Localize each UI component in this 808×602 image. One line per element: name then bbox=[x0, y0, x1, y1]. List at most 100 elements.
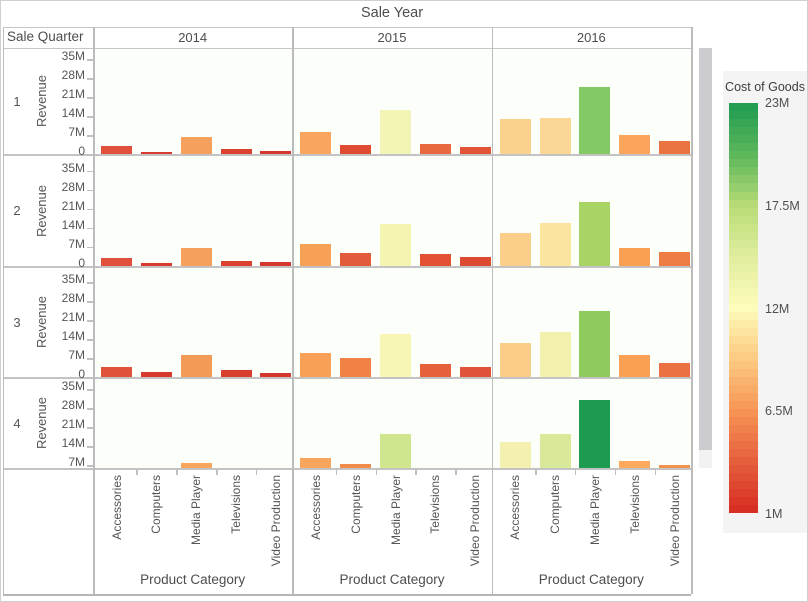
bar-media-player[interactable] bbox=[579, 400, 611, 468]
quarter-label-2: 2 bbox=[5, 155, 29, 267]
facet-pane-q1-2015 bbox=[292, 48, 492, 155]
x-axis-line bbox=[3, 468, 691, 470]
category-label-computers: Computers bbox=[547, 475, 563, 571]
bar-video-production[interactable] bbox=[459, 146, 491, 155]
year-header-2015: 2015 bbox=[377, 30, 407, 45]
bar-computers[interactable] bbox=[539, 433, 571, 468]
bar-media-player[interactable] bbox=[579, 310, 611, 378]
category-tick-mark bbox=[176, 469, 178, 475]
bar-video-production[interactable] bbox=[659, 362, 691, 378]
facet-pane-q4-2016 bbox=[491, 378, 691, 468]
bar-computers[interactable] bbox=[340, 252, 372, 267]
category-tick-mark bbox=[614, 469, 617, 475]
facet-pane-q1-2016 bbox=[491, 48, 691, 155]
bar-televisions[interactable] bbox=[619, 248, 651, 267]
legend-ramp-step bbox=[729, 497, 758, 506]
bar-accessories[interactable] bbox=[101, 366, 132, 378]
bar-accessories[interactable] bbox=[101, 146, 132, 155]
bar-computers[interactable] bbox=[340, 145, 372, 155]
category-tick-mark bbox=[455, 469, 457, 475]
bar-video-production[interactable] bbox=[659, 251, 691, 267]
bar-computers[interactable] bbox=[140, 372, 172, 378]
bar-media-player[interactable] bbox=[380, 109, 412, 155]
bar-televisions[interactable] bbox=[419, 254, 451, 267]
bar-media-player[interactable] bbox=[380, 334, 412, 378]
bar-televisions[interactable] bbox=[419, 143, 451, 155]
bar-video-production[interactable] bbox=[260, 372, 292, 378]
bar-media-player[interactable] bbox=[380, 433, 412, 468]
category-tick-mark bbox=[654, 469, 657, 475]
bar-media-player[interactable] bbox=[180, 136, 212, 155]
year-header-2014: 2014 bbox=[178, 30, 208, 45]
bar-computers[interactable] bbox=[539, 332, 571, 378]
bar-accessories[interactable] bbox=[499, 342, 531, 378]
column-separator bbox=[292, 27, 294, 594]
category-tick-mark bbox=[375, 469, 378, 475]
legend-ramp-step bbox=[729, 360, 758, 369]
legend-ramp-step bbox=[729, 408, 758, 417]
legend-ramp-step bbox=[729, 368, 758, 377]
bar-computers[interactable] bbox=[340, 464, 372, 468]
bar-media-player[interactable] bbox=[180, 355, 212, 378]
bar-televisions[interactable] bbox=[619, 355, 651, 378]
category-label-text: Media Player bbox=[189, 475, 204, 546]
legend-ramp-step bbox=[729, 175, 758, 184]
bar-computers[interactable] bbox=[539, 223, 571, 267]
bar-computers[interactable] bbox=[140, 262, 172, 267]
bar-computers[interactable] bbox=[140, 151, 172, 155]
facet-pane-q3-2015 bbox=[292, 266, 492, 378]
category-label-media-player: Media Player bbox=[388, 475, 404, 571]
y-tick-label: 21M bbox=[61, 417, 85, 431]
bar-accessories[interactable] bbox=[300, 244, 332, 267]
bar-accessories[interactable] bbox=[499, 233, 531, 267]
bar-televisions[interactable] bbox=[220, 370, 252, 378]
bar-video-production[interactable] bbox=[260, 262, 292, 267]
bar-accessories[interactable] bbox=[499, 119, 531, 155]
bar-accessories[interactable] bbox=[101, 257, 132, 267]
bar-accessories[interactable] bbox=[499, 441, 531, 468]
bar-televisions[interactable] bbox=[220, 148, 252, 155]
bar-accessories[interactable] bbox=[300, 132, 332, 155]
table-left-border bbox=[3, 27, 4, 594]
bar-computers[interactable] bbox=[539, 118, 571, 155]
bar-media-player[interactable] bbox=[180, 248, 212, 267]
legend-ramp-step bbox=[729, 223, 758, 232]
category-label-video-production: Video Production bbox=[268, 475, 284, 571]
column-separator bbox=[691, 27, 693, 594]
bar-video-production[interactable] bbox=[659, 465, 691, 468]
y-tick-label: 35M bbox=[61, 379, 85, 393]
bar-media-player[interactable] bbox=[579, 87, 611, 155]
bar-video-production[interactable] bbox=[260, 151, 292, 155]
bar-televisions[interactable] bbox=[220, 261, 252, 267]
scrollbar-thumb[interactable] bbox=[699, 48, 712, 450]
legend-gradient-ramp[interactable] bbox=[729, 103, 758, 514]
legend-ramp-step bbox=[729, 384, 758, 393]
category-label-accessories: Accessories bbox=[109, 475, 125, 571]
facet-pane-q3-2014 bbox=[93, 266, 293, 378]
y-tick-label: 0 bbox=[78, 144, 85, 158]
bar-media-player[interactable] bbox=[380, 223, 412, 267]
y-tick-label: 21M bbox=[61, 198, 85, 213]
bar-accessories[interactable] bbox=[300, 352, 332, 378]
bar-computers[interactable] bbox=[340, 357, 372, 378]
bar-televisions[interactable] bbox=[419, 363, 451, 378]
category-tick-mark bbox=[136, 469, 138, 475]
bar-televisions[interactable] bbox=[619, 135, 651, 155]
category-tick-mark bbox=[535, 469, 537, 475]
y-tick-label: 14M bbox=[61, 329, 85, 343]
bar-televisions[interactable] bbox=[619, 460, 651, 468]
bar-video-production[interactable] bbox=[659, 141, 691, 155]
y-tick-mark bbox=[87, 116, 93, 118]
legend-ramp-step bbox=[729, 505, 758, 514]
bar-video-production[interactable] bbox=[459, 256, 491, 267]
category-label-media-player: Media Player bbox=[587, 475, 603, 571]
bar-accessories[interactable] bbox=[300, 458, 332, 468]
x-axis-title: Product Category bbox=[140, 572, 246, 587]
y-tick-mark bbox=[87, 408, 93, 410]
y-tick-mark bbox=[87, 389, 93, 391]
bar-video-production[interactable] bbox=[459, 366, 491, 378]
legend-ramp-step bbox=[729, 247, 758, 256]
facet-pane-q2-2015 bbox=[292, 155, 492, 267]
bar-media-player[interactable] bbox=[579, 202, 611, 267]
bar-media-player[interactable] bbox=[180, 463, 212, 468]
